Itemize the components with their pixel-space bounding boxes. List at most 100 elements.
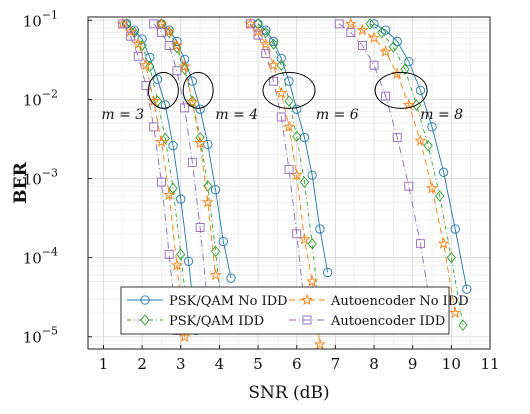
data-point-star bbox=[252, 25, 265, 37]
legend-box bbox=[120, 286, 450, 335]
data-point-star bbox=[186, 95, 199, 108]
data-point-circle bbox=[226, 273, 236, 283]
legend-label-psk_noidd: PSK/QAM No IDD bbox=[169, 294, 288, 309]
data-point-circle bbox=[369, 19, 379, 29]
x-tick-label: 4 bbox=[215, 355, 225, 373]
data-point-diamond bbox=[292, 130, 302, 143]
data-point-square bbox=[141, 81, 151, 90]
data-point-circle bbox=[152, 74, 163, 84]
series-line-psk_noidd-m4 bbox=[161, 23, 232, 279]
data-point-square bbox=[180, 103, 190, 113]
data-point-star bbox=[178, 330, 191, 342]
data-point-star bbox=[379, 45, 392, 57]
series-line-ae_idd-m4 bbox=[153, 23, 209, 306]
data-point-square bbox=[253, 30, 263, 40]
data-point-circle bbox=[160, 100, 170, 110]
data-point-square bbox=[126, 31, 135, 41]
data-point-circle bbox=[210, 185, 221, 195]
data-point-diamond bbox=[388, 41, 398, 53]
data-point-diamond bbox=[377, 26, 387, 39]
series-line-psk_idd-m3 bbox=[126, 23, 189, 323]
legend-label-ae_noidd: Autoencoder No IDD bbox=[330, 294, 469, 309]
series-line-ae_idd-m3 bbox=[122, 23, 178, 331]
data-point-star bbox=[155, 135, 168, 148]
data-point-star bbox=[170, 258, 183, 271]
annotation-ellipse bbox=[262, 71, 316, 109]
data-point-square bbox=[392, 133, 402, 142]
x-tick-label: 5 bbox=[253, 355, 263, 373]
data-point-star bbox=[367, 31, 381, 43]
data-point-star bbox=[425, 182, 439, 194]
data-point-diamond bbox=[365, 18, 375, 30]
data-point-star bbox=[209, 268, 222, 281]
data-point-circle bbox=[392, 36, 402, 47]
y-tick-exponent: −2 bbox=[42, 87, 58, 100]
annotation-ellipse bbox=[147, 71, 179, 109]
data-point-square bbox=[149, 19, 159, 29]
annotation-ellipse bbox=[374, 71, 428, 109]
annotation-label: m = 3 bbox=[101, 107, 144, 123]
annotations: m = 3 m = 4 m = 6 m = 8 bbox=[101, 71, 463, 123]
data-point-star bbox=[139, 58, 153, 71]
data-point-diamond bbox=[164, 26, 174, 39]
data-point-diamond bbox=[176, 248, 186, 261]
x-tick-label: 8 bbox=[369, 355, 379, 373]
data-point-diamond bbox=[261, 26, 271, 39]
series-group-m3 bbox=[116, 17, 201, 342]
plot-frame bbox=[87, 16, 491, 350]
y-tick-exponent: −1 bbox=[42, 8, 58, 21]
data-point-star bbox=[163, 188, 176, 201]
data-point-circle bbox=[323, 267, 333, 278]
data-point-square bbox=[284, 165, 294, 174]
data-point-circle bbox=[218, 236, 228, 247]
data-point-diamond bbox=[284, 95, 294, 107]
x-tick-label: 1 bbox=[99, 355, 109, 373]
data-point-diamond bbox=[423, 139, 433, 152]
data-point-star bbox=[178, 60, 191, 72]
data-point-circle bbox=[195, 104, 205, 114]
data-point-diamond bbox=[187, 95, 197, 107]
data-point-square bbox=[118, 19, 128, 29]
data-point-square bbox=[334, 19, 344, 29]
data-point-square bbox=[381, 91, 391, 101]
data-point-circle bbox=[292, 104, 302, 114]
y-tick-exponent: −3 bbox=[42, 167, 58, 180]
data-point-diamond bbox=[180, 63, 190, 76]
series-line-psk_noidd-m8 bbox=[373, 23, 468, 290]
data-point-circle bbox=[140, 295, 150, 305]
data-point-star bbox=[437, 237, 450, 249]
data-point-square bbox=[172, 66, 182, 76]
data-point-star bbox=[132, 37, 145, 50]
data-point-diamond bbox=[140, 314, 150, 326]
data-point-circle bbox=[404, 56, 414, 67]
data-point-star bbox=[201, 195, 214, 208]
data-point-diamond bbox=[137, 39, 147, 52]
data-point-circle bbox=[462, 284, 472, 294]
data-point-star bbox=[356, 23, 369, 36]
annotation-ellipse bbox=[182, 71, 214, 109]
data-point-diamond bbox=[307, 237, 317, 250]
series-line-ae_noidd-m8 bbox=[350, 23, 456, 314]
series-line-psk_noidd-m6 bbox=[257, 23, 329, 273]
data-point-diamond bbox=[145, 60, 155, 73]
grid bbox=[88, 17, 491, 350]
data-point-square bbox=[276, 112, 286, 122]
data-point-circle bbox=[284, 76, 294, 86]
data-point-diamond bbox=[195, 131, 205, 144]
series-group-m4 bbox=[149, 17, 236, 329]
series-line-ae_noidd-m6 bbox=[250, 23, 321, 345]
x-tick-label: 3 bbox=[176, 355, 186, 373]
data-point-square bbox=[245, 19, 255, 29]
legend-label-ae_idd: Autoencoder IDD bbox=[330, 314, 445, 329]
data-point-star bbox=[194, 136, 207, 149]
data-point-square bbox=[149, 122, 159, 132]
annotation-label: m = 8 bbox=[420, 107, 463, 123]
data-point-circle bbox=[427, 122, 437, 132]
data-point-square bbox=[156, 177, 166, 187]
data-point-square bbox=[357, 41, 367, 50]
data-point-square bbox=[195, 223, 205, 232]
data-point-circle bbox=[203, 139, 213, 150]
data-point-square bbox=[156, 28, 166, 37]
data-point-square bbox=[269, 76, 278, 86]
